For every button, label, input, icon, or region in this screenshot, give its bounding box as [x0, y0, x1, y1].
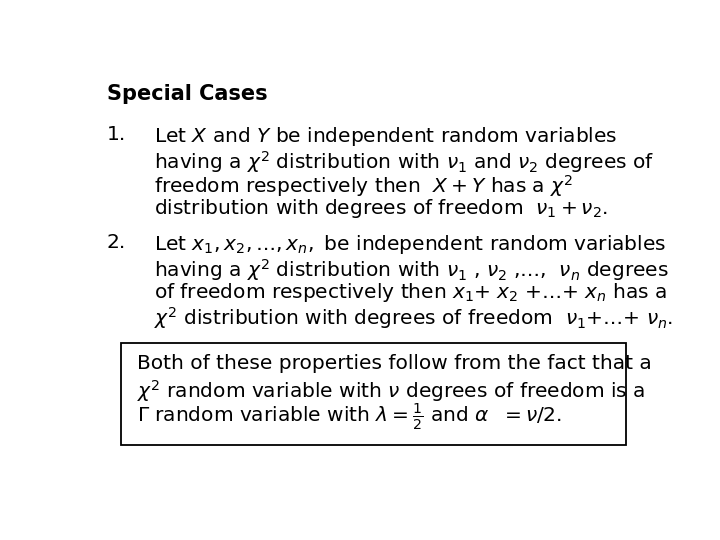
Text: 2.: 2. — [107, 233, 126, 252]
Text: having a $\chi^2$ distribution with $\nu_1$ and $\nu_2$ degrees of: having a $\chi^2$ distribution with $\nu… — [154, 149, 654, 175]
Text: $\Gamma$ random variable with $\lambda = \frac{1}{2}$ and $\alpha$  $= \nu/2$.: $\Gamma$ random variable with $\lambda =… — [138, 402, 562, 433]
Text: freedom respectively then  $X + Y$ has a $\chi^2$: freedom respectively then $X + Y$ has a … — [154, 173, 573, 199]
FancyBboxPatch shape — [121, 343, 626, 446]
Text: Both of these properties follow from the fact that a: Both of these properties follow from the… — [138, 354, 652, 373]
Text: $\chi^2$ distribution with degrees of freedom  $\nu_1$+…+ $\nu_n$.: $\chi^2$ distribution with degrees of fr… — [154, 306, 673, 332]
Text: distribution with degrees of freedom  $\nu_1 + \nu_2$.: distribution with degrees of freedom $\n… — [154, 198, 608, 220]
Text: Special Cases: Special Cases — [107, 84, 267, 104]
Text: of freedom respectively then $x_1$+ $x_2$ +…+ $x_n$ has a: of freedom respectively then $x_1$+ $x_2… — [154, 281, 667, 305]
Text: having a $\chi^2$ distribution with $\nu_1$ , $\nu_2$ ,…,  $\nu_n$ degrees: having a $\chi^2$ distribution with $\nu… — [154, 258, 669, 283]
Text: Let $X$ and $Y$ be independent random variables: Let $X$ and $Y$ be independent random va… — [154, 125, 618, 148]
Text: Let $x_1, x_2,\ldots, x_n,$ be independent random variables: Let $x_1, x_2,\ldots, x_n,$ be independe… — [154, 233, 667, 256]
Text: $\chi^2$ random variable with $\nu$ degrees of freedom is a: $\chi^2$ random variable with $\nu$ degr… — [138, 378, 646, 404]
Text: 1.: 1. — [107, 125, 126, 144]
